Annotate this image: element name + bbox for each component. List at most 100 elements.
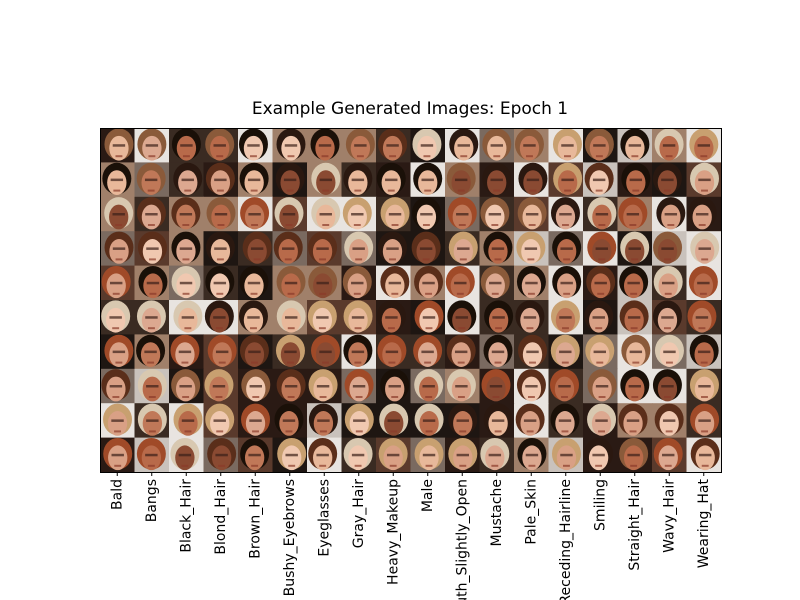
eyes: [422, 316, 436, 319]
mouth: [147, 327, 155, 330]
face-tile: [652, 334, 687, 370]
face-tile: [100, 128, 135, 163]
mouth: [456, 292, 464, 295]
face-tile: [583, 334, 618, 370]
face: [210, 273, 230, 299]
face: [488, 239, 508, 264]
eyes: [317, 419, 330, 422]
x-tick-label: Bushy_Eyebrows: [282, 479, 298, 596]
face: [591, 411, 612, 436]
eyes: [422, 453, 436, 457]
x-tick-label: Bangs: [144, 479, 160, 522]
face: [556, 239, 577, 264]
face-tile: [410, 437, 446, 473]
face-tile: [617, 265, 653, 301]
face-tile: [341, 162, 377, 198]
eyes: [695, 316, 709, 319]
face: [589, 307, 609, 333]
eyes: [247, 316, 260, 319]
face: [209, 307, 230, 333]
face: [175, 376, 196, 402]
eyes: [592, 316, 605, 319]
face-tile: [341, 437, 377, 473]
mouth: [284, 258, 292, 261]
mouth: [699, 292, 707, 295]
mouth: [491, 224, 499, 226]
eyes: [318, 144, 332, 147]
face-tile: [548, 300, 584, 335]
face-tile: [376, 128, 411, 163]
face-tile: [445, 265, 480, 301]
eyes: [455, 385, 468, 388]
face-tile: [272, 231, 308, 267]
mouth: [457, 396, 465, 398]
face-tile: [583, 368, 618, 404]
eyes: [179, 385, 192, 388]
mouth: [457, 361, 465, 364]
face-tile: [376, 368, 411, 404]
face-tile: [307, 196, 342, 232]
eyes: [488, 453, 502, 457]
face-tile: [376, 231, 411, 267]
mouth: [215, 327, 223, 330]
mouth: [632, 361, 640, 364]
mouth: [319, 464, 327, 467]
face: [522, 445, 542, 471]
mouth: [457, 189, 465, 192]
face: [453, 239, 473, 264]
eyes: [698, 385, 711, 388]
face-tile: [479, 368, 515, 404]
mouth: [391, 396, 399, 398]
face-tile: [445, 300, 480, 335]
face-tile: [686, 162, 722, 198]
face: [312, 239, 333, 264]
face: [521, 239, 541, 264]
face-tile: [445, 334, 480, 370]
eyes: [525, 281, 538, 285]
face: [623, 204, 643, 230]
eyes: [592, 453, 605, 457]
mouth: [287, 361, 294, 364]
mouth: [459, 258, 467, 261]
face: [315, 342, 336, 367]
face: [109, 135, 129, 161]
mouth: [526, 155, 533, 158]
mouth: [218, 464, 226, 467]
eyes: [284, 350, 297, 354]
face: [281, 135, 301, 161]
mouth: [425, 327, 433, 330]
face: [556, 445, 577, 471]
mouth: [148, 155, 156, 158]
face-tile: [203, 403, 239, 439]
face-tile: [652, 265, 687, 301]
mouth: [563, 464, 570, 467]
face-tile: [341, 128, 377, 163]
mouth: [663, 396, 671, 398]
mouth: [353, 292, 361, 295]
face: [658, 445, 678, 471]
x-tick-label: Wearing_Hat: [696, 478, 712, 568]
face-tile: [100, 231, 135, 267]
eyes: [178, 350, 192, 354]
face: [453, 445, 473, 471]
eyes: [145, 453, 158, 457]
eyes: [697, 281, 710, 285]
face: [209, 376, 229, 402]
eyes: [388, 281, 402, 285]
face: [210, 170, 231, 195]
face-tile: [238, 128, 273, 163]
face: [244, 204, 265, 230]
face-tile: [238, 403, 273, 439]
face: [349, 411, 369, 436]
face-tile: [583, 128, 618, 163]
eyes: [385, 350, 399, 354]
face: [454, 135, 474, 161]
eyes: [593, 144, 606, 147]
face: [592, 239, 612, 264]
face: [487, 135, 507, 161]
mouth: [250, 327, 257, 330]
eyes: [558, 419, 572, 422]
mouth: [701, 258, 709, 261]
eyes: [455, 316, 469, 319]
eyes: [145, 316, 158, 319]
